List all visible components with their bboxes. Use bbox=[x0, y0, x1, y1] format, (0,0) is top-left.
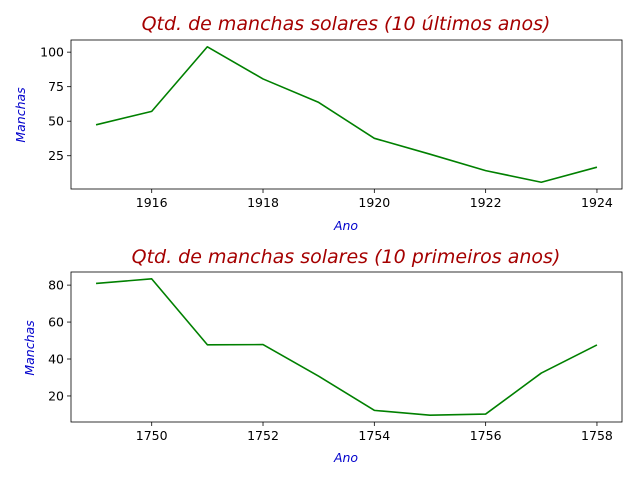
chart-title: Qtd. de manchas solares (10 últimos anos… bbox=[142, 13, 551, 35]
y-tick-label: 100 bbox=[40, 45, 64, 60]
y-tick-label: 25 bbox=[48, 148, 64, 163]
x-tick-label: 1752 bbox=[247, 428, 279, 443]
x-tick-label: 1750 bbox=[136, 428, 168, 443]
x-axis-label: Ano bbox=[333, 450, 358, 465]
x-tick-label: 1758 bbox=[581, 428, 613, 443]
y-axis-label: Manchas bbox=[13, 87, 28, 143]
y-tick-label: 60 bbox=[48, 315, 64, 330]
x-axis-label: Ano bbox=[333, 218, 358, 233]
chart-title: Qtd. de manchas solares (10 primeiros an… bbox=[132, 246, 561, 268]
chart-panel-first-years: Qtd. de manchas solares (10 primeiros an… bbox=[22, 246, 623, 465]
y-axis-label: Manchas bbox=[22, 320, 37, 376]
plot-area-frame bbox=[70, 271, 623, 423]
series-line bbox=[95, 45, 598, 184]
x-tick-label: 1756 bbox=[470, 428, 502, 443]
x-tick-label: 1754 bbox=[358, 428, 390, 443]
y-tick-label: 20 bbox=[48, 388, 64, 403]
series-line bbox=[95, 278, 598, 416]
x-tick-label: 1920 bbox=[358, 195, 390, 210]
y-tick-label: 75 bbox=[48, 79, 64, 94]
x-tick-label: 1918 bbox=[247, 195, 279, 210]
x-tick-label: 1924 bbox=[581, 195, 613, 210]
y-tick-label: 40 bbox=[48, 352, 64, 367]
y-tick-label: 80 bbox=[48, 278, 64, 293]
chart-panel-recent-years: Qtd. de manchas solares (10 últimos anos… bbox=[13, 13, 623, 233]
y-tick-label: 50 bbox=[48, 114, 64, 129]
x-tick-label: 1922 bbox=[470, 195, 502, 210]
x-tick-label: 1916 bbox=[136, 195, 168, 210]
plot-area-frame bbox=[70, 39, 623, 190]
